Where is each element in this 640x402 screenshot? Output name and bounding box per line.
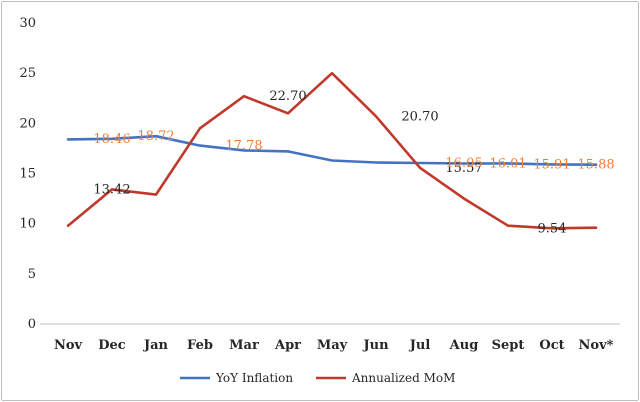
data-label: 13.42 [93,182,130,197]
data-labels: 18.46 13.42 18.72 17.78 22.70 20.70 15.5716.05… [93,89,614,236]
x-tick-label: Oct [539,338,564,353]
x-tick-label: Sept [492,338,525,353]
x-tick-label: Nov* [579,338,614,353]
y-tick-label: 0 [28,317,36,332]
y-tick-label: 5 [28,267,36,282]
x-tick-label: Dec [98,338,126,353]
legend-label: YoY Inflation [215,371,293,385]
series-line-yoy-inflation [66,134,598,166]
x-tick-label: Mar [229,338,259,353]
data-label: 20.70 [401,109,438,124]
y-tick-label: 10 [19,217,36,232]
x-tick-label: May [317,338,348,353]
y-tick-label: 15 [19,167,36,182]
series-lines [66,71,598,230]
x-tick-label: Jun [362,338,389,353]
series-line-annualized-mom [66,71,598,230]
y-tick-label: 25 [19,66,36,81]
legend-label: Annualized MoM [351,371,455,385]
data-label: 18.72 [137,129,174,144]
axes: 0 5 10 15 20 25 30 Nov Dec Jan Feb Mar Apr May Jun Jul A… [19,16,620,353]
x-tick-label: Feb [187,338,213,353]
y-tick-label: 30 [19,16,36,31]
x-tick-label: Jul [409,338,431,353]
legend: YoY Inflation Annualized MoM [180,371,455,385]
data-label: 17.78 [225,139,262,154]
data-label: 15.88 [577,158,614,173]
data-label: 16.05 [445,156,482,171]
data-label: 16.01 [489,156,526,171]
data-label: 22.70 [269,89,306,104]
x-tick-label: Apr [274,338,301,353]
data-label: 9.54 [538,221,567,236]
y-tick-label: 20 [19,116,36,131]
x-tick-label: Jan [143,338,169,353]
x-tick-label: Aug [449,338,479,353]
data-label: 15.57 [445,161,482,176]
data-label: 18.46 [93,132,130,147]
data-label: 15.91 [533,157,570,172]
x-tick-label: Nov [54,338,83,353]
